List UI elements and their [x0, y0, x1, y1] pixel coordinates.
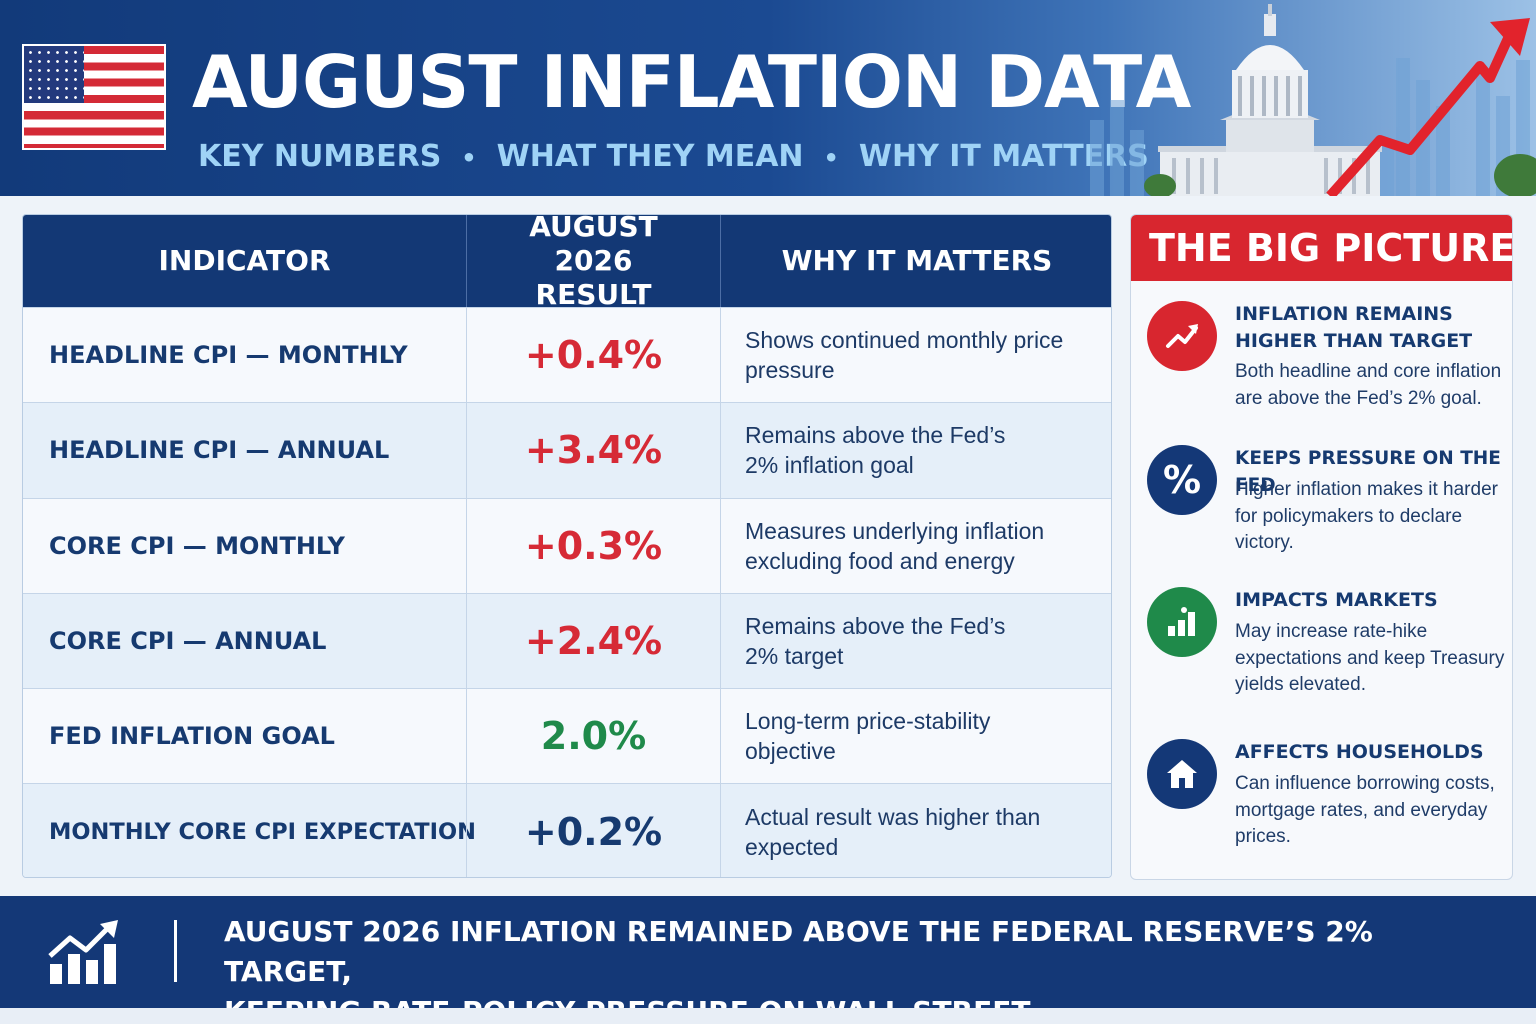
item-text: Higher inflation makes it harder for pol…: [1235, 479, 1498, 553]
table-row: CORE CPI — MONTHLY +0.3% Measures underl…: [23, 497, 1111, 593]
indicator-cell: FED INFLATION GOAL: [49, 722, 335, 751]
item-text: Can influence borrowing costs, mortgage …: [1235, 773, 1495, 847]
column-header-result-label: AUGUST 2026 RESULT: [529, 214, 658, 311]
capitol-chart-illustration: [1090, 4, 1536, 196]
footer-divider: [174, 920, 177, 982]
item-title: KEEPS PRESSURE ON THE FED: [1235, 448, 1501, 496]
column-header-result: AUGUST 2026 RESULT: [466, 215, 720, 311]
result-cell: +0.4%: [466, 308, 720, 403]
column-header-why: WHY IT MATTERS: [720, 215, 1111, 307]
why-text: Shows continued monthly price pressure: [745, 327, 1064, 384]
header-banner: AUGUST INFLATION DATA KEY NUMBERS • WHAT T…: [0, 0, 1536, 196]
table-row: FED INFLATION GOAL 2.0% Long-term price-…: [23, 688, 1111, 784]
flag-canton: [24, 46, 84, 103]
big-picture-title: THE BIG PICTURE: [1131, 215, 1512, 281]
growth-chart-icon: [48, 920, 118, 984]
page-title: AUGUST INFLATION DATA: [192, 40, 1191, 124]
bottom-strip: [0, 1008, 1536, 1024]
indicator-cell: HEADLINE CPI — MONTHLY: [49, 341, 408, 370]
column-header-indicator: INDICATOR: [158, 244, 331, 277]
percent-icon: %: [1147, 445, 1217, 515]
table-header: INDICATOR AUGUST 2026 RESULT WHY IT MATT…: [23, 215, 1111, 311]
why-text: Actual result was higher than expected: [745, 803, 1041, 860]
why-text: Measures underlying inflation excluding …: [745, 517, 1045, 574]
result-cell: +0.3%: [466, 498, 720, 593]
trend-up-icon: [1147, 301, 1217, 371]
why-cell: Long-term price-stability objective: [720, 689, 1111, 784]
table-row: HEADLINE CPI — MONTHLY +0.4% Shows conti…: [23, 307, 1111, 403]
result-cell: +0.2%: [466, 784, 720, 877]
why-cell: Actual result was higher than expected: [720, 784, 1111, 877]
bar-chart-icon: [1147, 587, 1217, 657]
why-text: Remains above the Fed’s 2% inflation goa…: [745, 422, 1006, 479]
why-cell: Shows continued monthly price pressure: [720, 308, 1111, 403]
item-text: Both headline and core inflation are abo…: [1235, 361, 1502, 409]
indicator-cell: CORE CPI — ANNUAL: [49, 627, 327, 656]
result-cell: 2.0%: [466, 689, 720, 784]
big-picture-panel: THE BIG PICTURE INFLATION REMAINS HIGHER…: [1130, 214, 1513, 880]
us-flag-icon: [22, 44, 166, 150]
subtitle-key-numbers: KEY NUMBERS: [198, 139, 442, 174]
item-text: May increase rate-hike expectations and …: [1235, 621, 1505, 695]
item-title: AFFECTS HOUSEHOLDS: [1235, 741, 1484, 763]
result-cell: +2.4%: [466, 593, 720, 689]
subtitle-bullet: •: [823, 144, 839, 172]
why-cell: Remains above the Fed’s 2% target: [720, 593, 1111, 689]
item-title: INFLATION REMAINS HIGHER THAN TARGET: [1235, 303, 1473, 352]
why-cell: Measures underlying inflation excluding …: [720, 498, 1111, 593]
indicator-cell: HEADLINE CPI — ANNUAL: [49, 436, 390, 465]
table-body: HEADLINE CPI — MONTHLY +0.4% Shows conti…: [23, 307, 1111, 877]
item-title: IMPACTS MARKETS: [1235, 589, 1438, 611]
why-text: Long-term price-stability objective: [745, 708, 991, 765]
indicator-cell: MONTHLY CORE CPI EXPECTATION: [49, 818, 476, 845]
subtitle-what-they-mean: WHAT THEY MEAN: [496, 139, 804, 174]
why-cell: Remains above the Fed’s 2% inflation goa…: [720, 403, 1111, 498]
page-subtitle: KEY NUMBERS • WHAT THEY MEAN • WHY IT MATTER…: [198, 136, 1149, 178]
house-icon: [1147, 739, 1217, 809]
footer-banner: AUGUST 2026 INFLATION REMAINED ABOVE THE…: [0, 896, 1536, 1024]
capitol-building-icon: [1158, 4, 1382, 196]
indicator-cell: CORE CPI — MONTHLY: [49, 531, 345, 560]
table-row: MONTHLY CORE CPI EXPECTATION +0.2% Actua…: [23, 783, 1111, 877]
inflation-table: INDICATOR AUGUST 2026 RESULT WHY IT MATT…: [22, 214, 1112, 878]
table-row: HEADLINE CPI — ANNUAL +3.4% Remains abov…: [23, 402, 1111, 498]
trend-arrow-icon: [1326, 18, 1530, 196]
why-text: Remains above the Fed’s 2% target: [745, 613, 1006, 670]
table-row: CORE CPI — ANNUAL +2.4% Remains above th…: [23, 592, 1111, 689]
footer-line-1: AUGUST 2026 INFLATION REMAINED ABOVE THE…: [224, 915, 1373, 988]
result-cell: +3.4%: [466, 403, 720, 498]
subtitle-bullet: •: [461, 144, 477, 172]
